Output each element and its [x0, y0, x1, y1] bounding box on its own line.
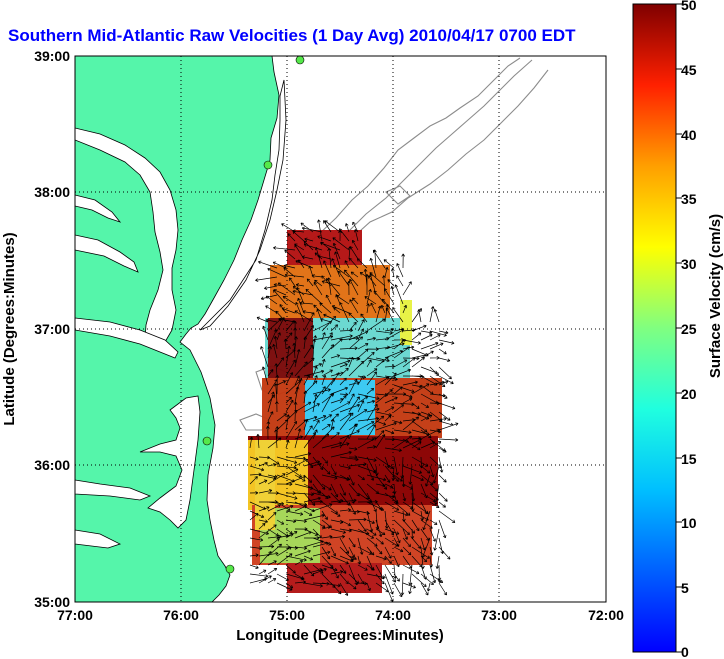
- colorbar-tick-label: 35: [681, 191, 697, 207]
- colorbar-tick-label: 50: [681, 0, 697, 13]
- map-area: [75, 56, 606, 602]
- y-tick-label: 35:00: [34, 594, 70, 610]
- x-tick-label: 74:00: [375, 607, 411, 623]
- x-tick-label: 75:00: [269, 607, 305, 623]
- station-marker: [202, 436, 212, 446]
- colorbar-gradient: [632, 3, 677, 653]
- colorbar-tick-label: 25: [681, 321, 697, 337]
- colorbar-tick-label: 45: [681, 62, 697, 78]
- colorbar-tick-label: 30: [681, 256, 697, 272]
- colorbar-tick-label: 20: [681, 386, 697, 402]
- colorbar-tick-label: 10: [681, 515, 697, 531]
- water-inlets: [75, 79, 287, 549]
- x-tick-label: 77:00: [57, 607, 93, 623]
- map-title: Southern Mid-Atlantic Raw Velocities (1 …: [8, 26, 576, 45]
- x-tick-label: 72:00: [588, 607, 624, 623]
- x-tick-label: 73:00: [481, 607, 517, 623]
- x-axis: 77:00 76:00 75:00 74:00 73:00 72:00 Long…: [57, 607, 624, 644]
- station-markers: [202, 56, 305, 574]
- map-frame: [74, 55, 607, 603]
- x-tick-label: 76:00: [163, 607, 199, 623]
- colorbar: 50 45 40 35 30 25 20 15 10 5 0 Surface V…: [632, 0, 724, 659]
- colorbar-tick-label: 40: [681, 127, 697, 143]
- colorbar-tick-label: 0: [681, 644, 689, 659]
- y-tick-label: 38:00: [34, 184, 70, 200]
- y-tick-label: 36:00: [34, 457, 70, 473]
- station-marker: [263, 160, 273, 170]
- colorbar-tick-label: 5: [681, 580, 689, 596]
- grid: [75, 56, 606, 602]
- colorbar-tick-label: 15: [681, 451, 697, 467]
- station-marker: [295, 56, 305, 65]
- colorbar-label: Surface Velocity (cm/s): [707, 214, 724, 378]
- y-tick-label: 37:00: [34, 321, 70, 337]
- y-tick-label: 39:00: [34, 48, 70, 64]
- x-axis-label: Longitude (Degrees:Minutes): [236, 627, 444, 644]
- y-axis-label: Latitude (Degrees:Minutes): [1, 232, 18, 425]
- y-axis: 39:00 38:00 37:00 36:00 35:00 Latitude (…: [1, 48, 70, 610]
- vector-arrows: [249, 219, 459, 602]
- station-marker: [225, 564, 235, 574]
- velocity-vectors: [249, 219, 459, 602]
